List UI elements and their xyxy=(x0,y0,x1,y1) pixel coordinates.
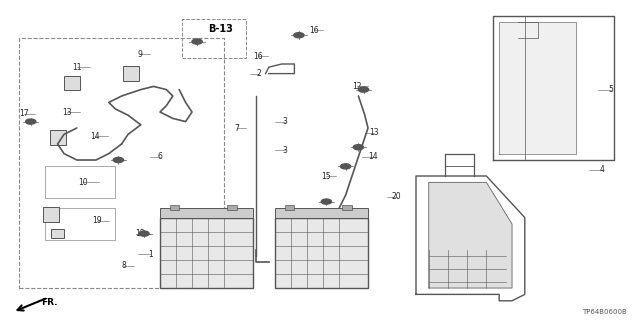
Text: 19: 19 xyxy=(92,216,102,225)
Text: 4: 4 xyxy=(599,165,604,174)
Text: 16: 16 xyxy=(308,26,319,35)
Text: 2: 2 xyxy=(257,69,262,78)
Text: 16: 16 xyxy=(253,52,263,60)
Circle shape xyxy=(192,39,202,44)
Circle shape xyxy=(139,231,149,236)
Circle shape xyxy=(113,157,124,163)
Text: 13: 13 xyxy=(369,128,380,137)
Bar xyxy=(275,208,368,218)
Bar xyxy=(123,67,140,81)
Circle shape xyxy=(340,164,351,169)
Text: 20: 20 xyxy=(392,192,402,201)
Polygon shape xyxy=(499,22,576,154)
Polygon shape xyxy=(429,182,512,288)
Text: 7: 7 xyxy=(234,124,239,132)
Text: 11: 11 xyxy=(72,63,81,72)
Text: FR.: FR. xyxy=(42,298,58,307)
Text: 14: 14 xyxy=(368,152,378,161)
Text: 12: 12 xyxy=(353,82,362,91)
Text: 14: 14 xyxy=(90,132,100,140)
Bar xyxy=(275,218,368,288)
Text: 18: 18 xyxy=(135,229,144,238)
Circle shape xyxy=(26,119,36,124)
Circle shape xyxy=(321,199,332,204)
Text: 15: 15 xyxy=(321,172,332,180)
Text: 6: 6 xyxy=(157,152,163,161)
Text: B-13: B-13 xyxy=(208,24,233,34)
Text: 17: 17 xyxy=(19,109,29,118)
Text: TP64B0600B: TP64B0600B xyxy=(582,309,627,315)
Text: 9: 9 xyxy=(137,50,142,59)
Text: 5: 5 xyxy=(609,85,614,94)
Bar xyxy=(227,205,237,210)
Circle shape xyxy=(353,145,364,150)
Bar xyxy=(170,205,179,210)
Text: 3: 3 xyxy=(282,146,287,155)
Bar xyxy=(285,205,294,210)
Bar xyxy=(51,229,64,238)
Text: 8: 8 xyxy=(121,261,126,270)
Bar xyxy=(50,131,66,145)
Bar xyxy=(64,76,80,91)
Text: 13: 13 xyxy=(62,108,72,116)
Bar xyxy=(44,207,60,222)
Text: 3: 3 xyxy=(282,117,287,126)
Bar xyxy=(342,205,352,210)
Bar xyxy=(160,218,253,288)
Bar xyxy=(160,208,253,218)
Circle shape xyxy=(358,87,369,92)
Text: 1: 1 xyxy=(148,250,153,259)
Text: 10: 10 xyxy=(78,178,88,187)
Circle shape xyxy=(294,33,304,38)
